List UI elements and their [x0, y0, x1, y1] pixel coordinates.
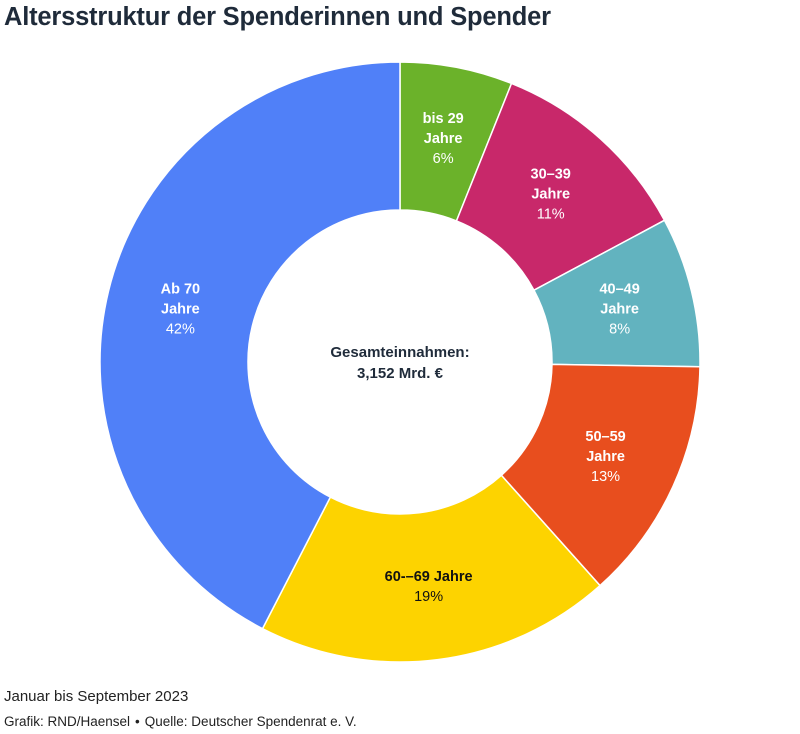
slice-label-5-line-2: 42% — [166, 322, 195, 338]
slice-label-1-line-1: Jahre — [531, 187, 570, 203]
slice-label-3-line-2: 13% — [591, 469, 620, 485]
center-label-line1: Gesamteinnahmen: — [330, 344, 469, 361]
slice-label-4-line-1: 19% — [414, 589, 443, 605]
slice-labels: bis 29 Jahre 6% 30–39 Jahre 11% 40–49 Jahre 8% 50… — [161, 111, 640, 605]
donut-slices — [99, 61, 701, 663]
slice-5 — [99, 61, 401, 630]
slice-label-0-line-2: 6% — [433, 151, 454, 167]
slice-label-2-line-0: 40–49 — [599, 282, 639, 298]
slice-label-4-line-0: 60-–69 Jahre — [385, 569, 473, 585]
period-note: Januar bis September 2023 — [4, 688, 189, 705]
credit-quelle: Quelle: Deutscher Spendenrat e. V. — [144, 714, 357, 729]
credit-grafik: Grafik: RND/Haensel — [4, 714, 131, 729]
slice-label-3-line-1: Jahre — [586, 449, 625, 465]
credit-line: Grafik: RND/Haensel • Quelle: Deutscher Sp… — [4, 714, 357, 729]
credit-separator: • — [135, 714, 140, 729]
slice-label-0-line-0: bis 29 — [423, 111, 464, 127]
slice-label-5-line-1: Jahre — [161, 302, 200, 318]
center-label-line2: 3,152 Mrd. € — [357, 365, 444, 382]
slice-label-2-line-1: Jahre — [600, 302, 639, 318]
chart-title: Altersstruktur der Spenderinnen und Spen… — [4, 3, 551, 31]
slice-label-5-line-0: Ab 70 — [161, 282, 201, 298]
slice-label-3-line-0: 50–59 — [585, 429, 625, 445]
slice-label-2-line-2: 8% — [609, 322, 630, 338]
slice-4 — [261, 474, 602, 663]
slice-label-1-line-0: 30–39 — [531, 167, 571, 183]
slice-label-1-line-2: 11% — [537, 207, 565, 223]
slice-label-0-line-1: Jahre — [424, 131, 463, 147]
